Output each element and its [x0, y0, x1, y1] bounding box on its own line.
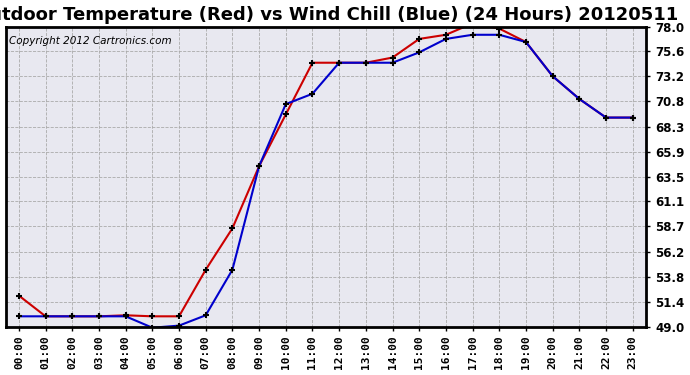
Title: Outdoor Temperature (Red) vs Wind Chill (Blue) (24 Hours) 20120511: Outdoor Temperature (Red) vs Wind Chill …	[0, 6, 678, 24]
Text: Copyright 2012 Cartronics.com: Copyright 2012 Cartronics.com	[9, 36, 171, 45]
